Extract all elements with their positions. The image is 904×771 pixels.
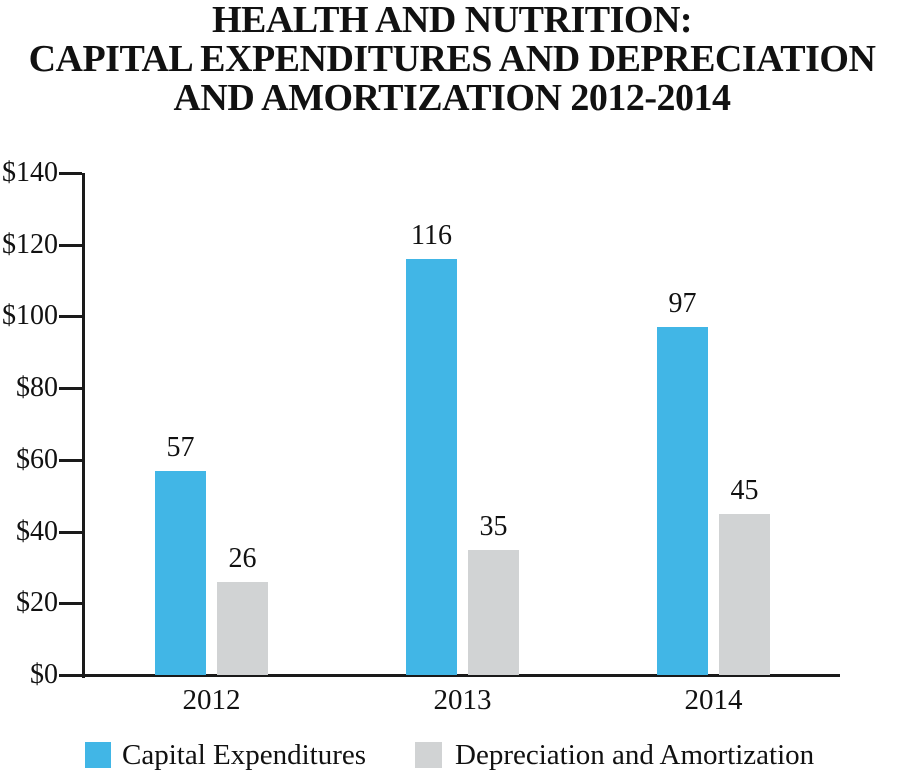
chart-title-line-3: AND AMORTIZATION 2012-2014: [173, 77, 731, 119]
y-tick-100: [59, 315, 82, 319]
y-axis-line: [82, 173, 85, 678]
y-tick-label-100: $100: [2, 300, 58, 332]
y-tick-label-20: $20: [16, 587, 58, 619]
bar-depreciation-and-amortization-2012: [217, 581, 268, 675]
bar-capital-expenditures-2012: [155, 470, 206, 675]
chart-title: HEALTH AND NUTRITION: CAPITAL EXPENDITUR…: [0, 1, 904, 118]
y-tick-label-80: $80: [16, 372, 58, 404]
chart-title-line-2: CAPITAL EXPENDITURES AND DEPRECIATION: [28, 38, 876, 80]
y-tick-60: [59, 458, 82, 462]
value-label-depreciation-and-amortization-2014: 45: [730, 474, 759, 506]
y-tick-label-140: $140: [2, 157, 58, 188]
y-tick-label-40: $40: [16, 515, 58, 547]
legend-swatch-capital-expenditures: [85, 742, 111, 768]
y-tick-label-60: $60: [16, 443, 58, 475]
value-label-capital-expenditures-2012: 57: [166, 431, 195, 463]
legend-label-depreciation-amortization: Depreciation and Amortization: [455, 739, 815, 771]
value-label-depreciation-and-amortization-2013: 35: [479, 510, 508, 542]
category-label-2013: 2013: [433, 684, 492, 716]
y-tick-80: [59, 387, 82, 391]
y-tick-label-0: $0: [30, 659, 58, 690]
legend-label-capital-expenditures: Capital Expenditures: [122, 739, 367, 771]
category-label-2014: 2014: [684, 684, 743, 716]
y-tick-120: [59, 243, 82, 247]
y-tick-140: [59, 172, 82, 175]
category-label-2012: 2012: [182, 684, 241, 716]
bar-capital-expenditures-2014: [657, 327, 708, 675]
value-label-capital-expenditures-2014: 97: [668, 288, 697, 320]
legend-swatch-depreciation-amortization: [415, 742, 442, 768]
x-axis-line: [59, 674, 840, 677]
chart-title-line-1: HEALTH AND NUTRITION:: [211, 0, 693, 41]
bar-depreciation-and-amortization-2013: [468, 549, 519, 675]
y-tick-40: [59, 530, 82, 534]
value-label-depreciation-and-amortization-2012: 26: [228, 542, 257, 574]
y-tick-20: [59, 602, 82, 606]
bar-depreciation-and-amortization-2014: [719, 513, 770, 675]
bar-capital-expenditures-2013: [406, 259, 457, 675]
y-tick-label-120: $120: [2, 228, 58, 260]
value-label-capital-expenditures-2013: 116: [411, 220, 452, 252]
